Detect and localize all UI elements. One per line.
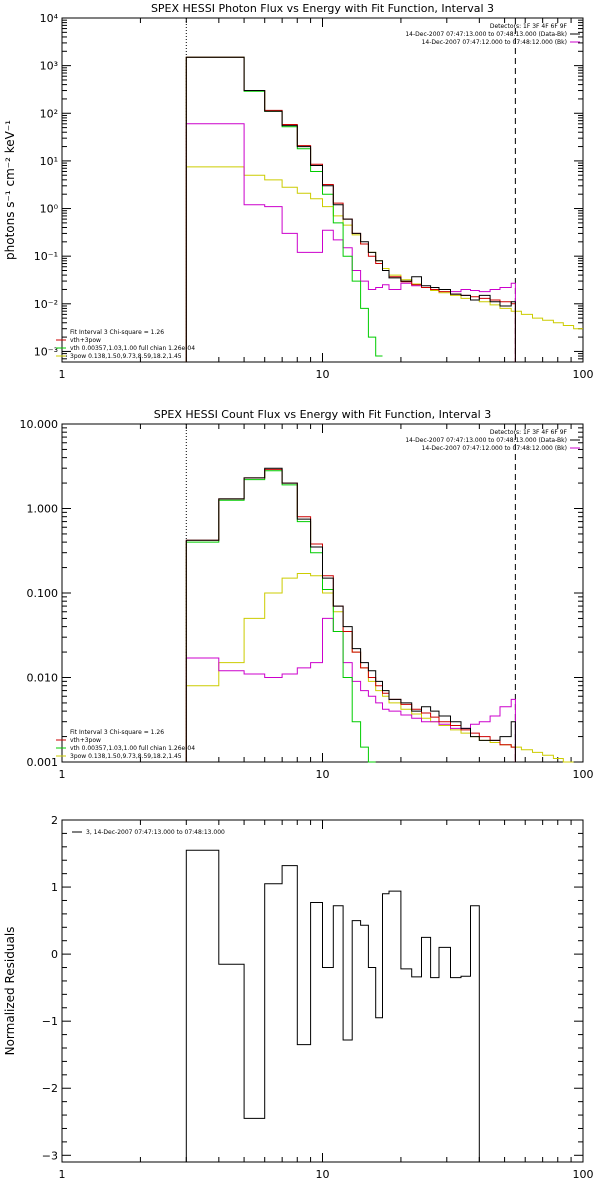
photon-y-axis-label: photons s⁻¹ cm⁻² keV⁻¹	[3, 120, 17, 260]
count-legend-text: 14-Dec-2007 07:47:12.000 to 07:48:12.000…	[422, 445, 567, 452]
photon-legend-text: 3pow 0.138,1.50,9.73,8.59,18.2,1.45	[70, 353, 182, 360]
resid-axes-frame	[61, 819, 584, 1163]
photon-x-tick-label: 100	[573, 368, 594, 381]
photon-y-tick-label: 10³	[40, 60, 58, 73]
resid-y-axis-label: Normalized Residuals	[3, 927, 17, 1056]
count-y-tick-label: 0.010	[27, 672, 59, 685]
photon-x-tick-label: 1	[59, 368, 66, 381]
photon-legend-text: 14-Dec-2007 07:47:13.000 to 07:48:13.000…	[405, 31, 567, 38]
photon-y-tick-label: 10⁰	[40, 203, 59, 216]
photon-y-tick-label: 10⁴	[40, 12, 59, 25]
resid-y-tick-label: 2	[51, 814, 58, 827]
resid-series-3-14-dec-2007-07-47-13-000-to-07-48-13-000	[185, 849, 516, 1163]
count-x-tick-label: 10	[316, 768, 330, 781]
photon-series-bk	[185, 123, 516, 362]
count-legend-text: 14-Dec-2007 07:47:13.000 to 07:48:13.000…	[405, 437, 567, 444]
resid-x-tick-label: 10	[316, 1168, 330, 1181]
count-y-tick-label: 0.100	[27, 587, 59, 600]
photon-legend-text: 14-Dec-2007 07:47:12.000 to 07:48:12.000…	[422, 39, 567, 46]
count-legend-text: vth 0.00357,1.03,1.00 full chian 1.26e-0…	[70, 745, 195, 752]
count-chart: SPEX HESSI Count Flux vs Energy with Fit…	[20, 408, 594, 781]
photon-x-tick-label: 10	[316, 368, 330, 381]
count-series-vth	[185, 470, 376, 763]
photon-y-tick-label: 10¹	[40, 155, 58, 168]
photon-series-vth-3pow	[185, 56, 516, 362]
count-legend-text: 3pow 0.138,1.50,9.73,8.59,18.2,1.45	[70, 753, 182, 760]
count-legend-text: Detectors: 1F 3F 4F 6F 9F	[490, 429, 568, 436]
photon-legend-text: Detectors: 1F 3F 4F 6F 9F	[490, 23, 568, 30]
photon-legend-text: Fit Interval 3 Chi-square = 1.26	[70, 329, 164, 336]
count-x-tick-label: 100	[573, 768, 594, 781]
resid-y-tick-label: 1	[51, 881, 58, 894]
count-legend-text: Fit Interval 3 Chi-square = 1.26	[70, 729, 164, 736]
resid-y-tick-label: 0	[51, 948, 58, 961]
resid-x-tick-label: 1	[59, 1168, 66, 1181]
photon-legend-text: vth+3pow	[70, 337, 101, 344]
count-x-tick-label: 1	[59, 768, 66, 781]
resid-y-tick-label: −1	[42, 1015, 58, 1028]
photon-chart: SPEX HESSI Photon Flux vs Energy with Fi…	[3, 2, 594, 381]
photon-legend-text: vth 0.00357,1.03,1.00 full chian 1.26e-0…	[70, 345, 195, 352]
photon-y-tick-label: 10⁻²	[34, 298, 58, 311]
count-y-tick-label: 0.001	[27, 756, 59, 769]
photon-series-vth	[185, 56, 383, 362]
photon-title: SPEX HESSI Photon Flux vs Energy with Fi…	[151, 2, 494, 15]
photon-y-tick-label: 10⁻³	[34, 345, 58, 358]
count-legend-text: vth+3pow	[70, 737, 101, 744]
count-series-data-bk	[185, 467, 516, 762]
photon-series-3pow	[185, 166, 583, 362]
resid-y-tick-label: −2	[42, 1082, 58, 1095]
resid-legend-text: 3, 14-Dec-2007 07:47:13.000 to 07:48:13.…	[86, 829, 225, 836]
count-series-vth-3pow	[185, 468, 516, 762]
count-series-bk	[185, 617, 516, 762]
count-y-tick-label: 10.000	[20, 418, 59, 431]
photon-series-data-bk	[185, 56, 516, 362]
photon-y-tick-label: 10⁻¹	[34, 250, 58, 263]
resid-chart: 1 10 100 −3 −2 −1 0 1 2 Normalized Residuals 3, 14…	[3, 814, 594, 1181]
photon-y-tick-label: 10²	[40, 107, 58, 120]
count-y-tick-label: 1.000	[27, 503, 59, 516]
count-title: SPEX HESSI Count Flux vs Energy with Fit…	[154, 408, 491, 421]
resid-y-tick-label: −3	[42, 1149, 58, 1162]
resid-x-tick-label: 100	[573, 1168, 594, 1181]
